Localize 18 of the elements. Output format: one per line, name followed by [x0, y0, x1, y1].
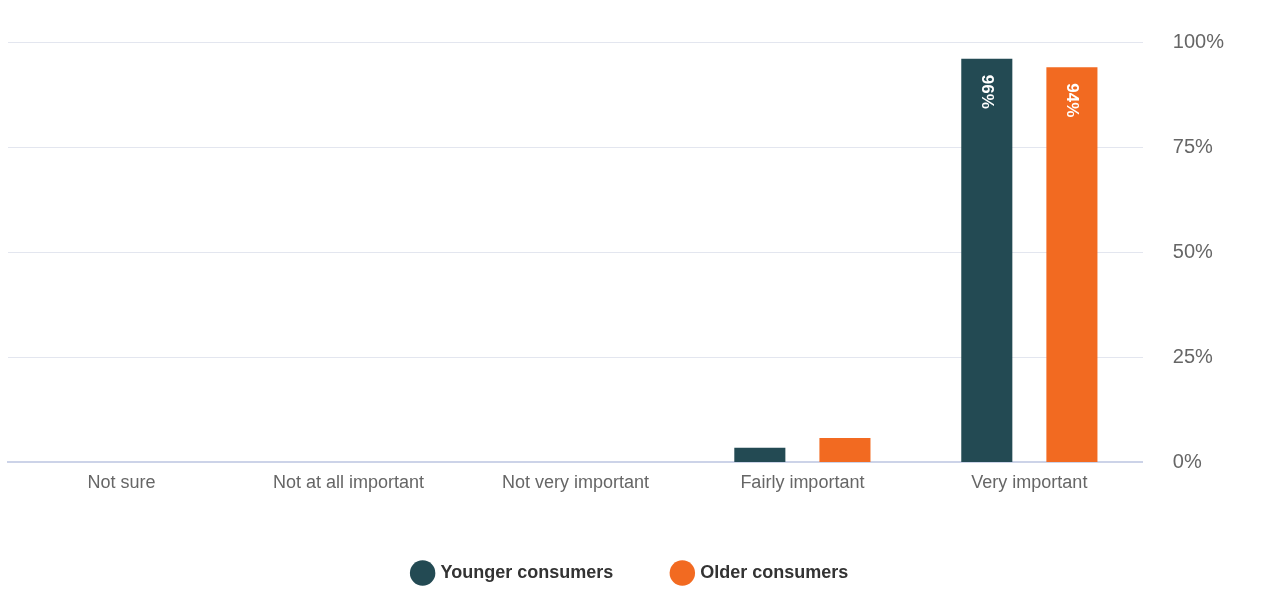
y-tick-label: 25%	[1172, 344, 1214, 367]
y-tick-label: 75%	[1172, 134, 1214, 157]
y-tick-label: 0%	[1172, 449, 1202, 472]
bar	[734, 447, 786, 462]
bar	[1046, 67, 1098, 462]
data-label: 94%	[1063, 83, 1083, 118]
legend-label: Younger consumers	[440, 561, 614, 582]
y-tick-label: 50%	[1172, 239, 1214, 262]
bar	[819, 438, 871, 462]
legend-label: Older consumers	[700, 561, 849, 582]
x-tick-label: Fairly important	[740, 472, 865, 493]
y-tick-label: 100%	[1172, 29, 1225, 52]
bar	[961, 58, 1013, 462]
x-tick-label: Not sure	[87, 472, 156, 493]
x-tick-label: Very important	[971, 472, 1088, 493]
x-tick-label: Not at all important	[272, 472, 424, 493]
data-label: 96%	[978, 74, 998, 109]
x-tick-label: Not very important	[501, 472, 649, 493]
